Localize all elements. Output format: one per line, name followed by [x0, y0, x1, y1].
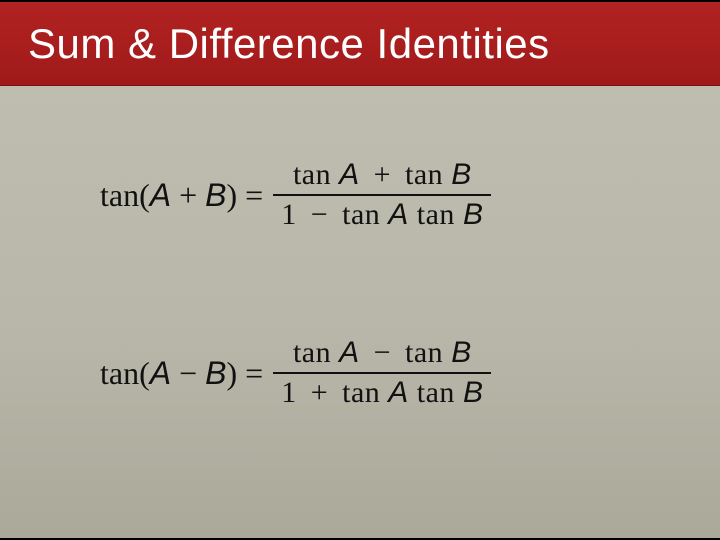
- var-b: B: [451, 336, 472, 369]
- fraction-tan-diff: tan A − tan B 1 + tan A tan B: [273, 334, 491, 412]
- fn-tan: tan(: [100, 177, 150, 213]
- equation-tan-sum: tan(A + B) = tan A + tan B 1 − tan A tan…: [100, 156, 660, 234]
- fn-tan: tan: [405, 158, 451, 191]
- paren-close: ): [226, 355, 237, 391]
- var-a: A: [150, 355, 171, 391]
- var-b: B: [205, 177, 226, 213]
- op-plus: +: [297, 376, 342, 409]
- fn-tan: tan: [342, 376, 388, 409]
- var-b: B: [451, 158, 472, 191]
- paren-close: ): [226, 177, 237, 213]
- fn-tan: tan: [409, 376, 463, 409]
- op-plus: +: [360, 158, 405, 191]
- var-b: B: [205, 355, 226, 391]
- var-a: A: [150, 177, 171, 213]
- slide-title: Sum & Difference Identities: [28, 20, 550, 68]
- numerator: tan A + tan B: [285, 156, 480, 194]
- numerator: tan A − tan B: [285, 334, 480, 372]
- fraction-tan-sum: tan A + tan B 1 − tan A tan B: [273, 156, 491, 234]
- equals-sign: =: [245, 355, 263, 392]
- var-a: A: [388, 198, 409, 231]
- fn-tan: tan: [342, 198, 388, 231]
- var-b: B: [463, 198, 484, 231]
- fn-tan: tan: [409, 198, 463, 231]
- op-minus: −: [360, 336, 405, 369]
- equation-tan-diff: tan(A − B) = tan A − tan B 1 + tan A tan…: [100, 334, 660, 412]
- var-a: A: [339, 336, 360, 369]
- var-a: A: [339, 158, 360, 191]
- slide-content: tan(A + B) = tan A + tan B 1 − tan A tan…: [0, 86, 720, 412]
- slide: Sum & Difference Identities tan(A + B) =…: [0, 0, 720, 540]
- fn-tan: tan: [293, 336, 339, 369]
- denominator: 1 − tan A tan B: [273, 196, 491, 234]
- fn-tan: tan(: [100, 355, 150, 391]
- lhs-tan-sum: tan(A + B): [100, 177, 237, 214]
- op-plus: +: [171, 177, 205, 213]
- const-one: 1: [281, 198, 297, 231]
- var-a: A: [388, 376, 409, 409]
- equals-sign: =: [245, 177, 263, 214]
- denominator: 1 + tan A tan B: [273, 374, 491, 412]
- op-minus: −: [171, 355, 205, 391]
- lhs-tan-diff: tan(A − B): [100, 355, 237, 392]
- const-one: 1: [281, 376, 297, 409]
- op-minus: −: [297, 198, 342, 231]
- fn-tan: tan: [405, 336, 451, 369]
- var-b: B: [463, 376, 484, 409]
- fn-tan: tan: [293, 158, 339, 191]
- slide-header: Sum & Difference Identities: [0, 2, 720, 86]
